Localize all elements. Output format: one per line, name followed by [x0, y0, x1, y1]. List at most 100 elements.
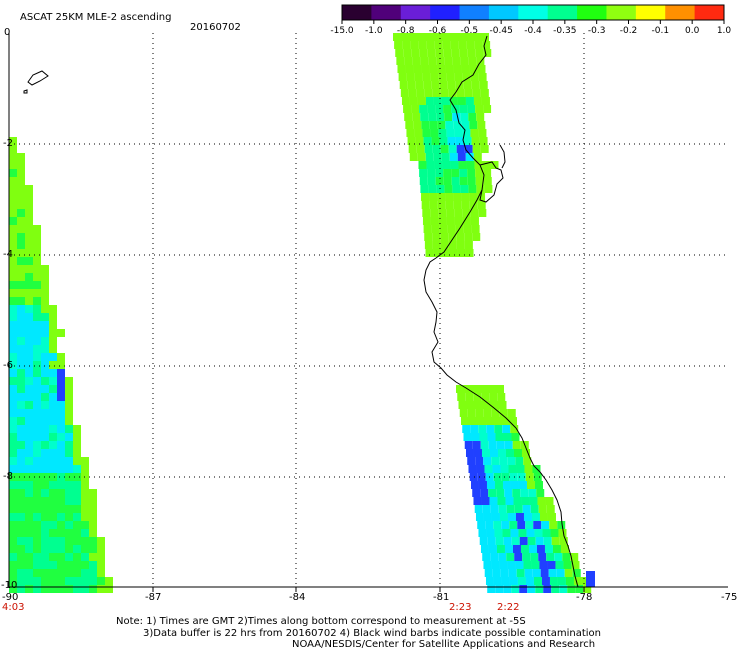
swath-pixel	[25, 393, 33, 401]
swath-pixel	[9, 377, 17, 385]
swath-pixel	[41, 585, 49, 593]
swath-pixel	[435, 177, 444, 185]
colorbar-swatch	[488, 5, 519, 20]
swath-pixel	[57, 465, 65, 473]
swath-pixel	[65, 385, 73, 393]
swath-pixel	[448, 233, 457, 241]
swath-pixel	[496, 441, 505, 449]
swath-pixel	[89, 585, 97, 593]
swath-pixel	[463, 225, 472, 233]
swath-pixel	[437, 201, 446, 209]
swath-pixel	[57, 401, 65, 409]
swath-pixel	[49, 489, 57, 497]
swath-pixel	[469, 65, 478, 73]
x-tick-90: -90	[2, 592, 19, 603]
swath-pixel	[41, 313, 49, 321]
swath-pixel	[512, 441, 521, 449]
swath-pixel	[465, 33, 473, 41]
swath-pixel	[518, 481, 527, 489]
swath-pixel	[33, 249, 41, 257]
swath-pixel	[17, 449, 25, 457]
swath-pixel	[494, 425, 503, 433]
swath-pixel	[474, 41, 483, 49]
swath-pixel	[477, 473, 486, 481]
swath-pixel	[17, 185, 25, 193]
swath-pixel	[81, 489, 89, 497]
swath-pixel	[17, 305, 25, 313]
swath-pixel	[434, 161, 443, 169]
swath-pixel	[443, 49, 452, 57]
swath-pixel	[57, 497, 65, 505]
swath-pixel	[522, 505, 531, 513]
swath-pixel	[422, 129, 431, 137]
swath-pixel	[559, 585, 568, 593]
swath-pixel	[49, 457, 57, 465]
x-tick-87: -87	[145, 592, 162, 603]
swath-pixel	[49, 585, 57, 593]
swath-pixel	[444, 57, 453, 65]
swath-pixel	[478, 209, 487, 217]
swath-pixel	[25, 489, 33, 497]
swath-pixel	[464, 233, 473, 241]
swath-pixel	[473, 449, 482, 457]
swath-pixel	[452, 113, 461, 121]
swath-pixel	[17, 265, 25, 273]
swath-pixel	[9, 569, 17, 577]
swath-pixel	[57, 569, 65, 577]
swath-pixel	[65, 409, 73, 417]
swath-pixel	[424, 241, 433, 249]
swath-pixel	[443, 169, 452, 177]
swath-pixel	[429, 121, 438, 129]
swath-pixel	[25, 433, 33, 441]
swath-pixel	[581, 577, 590, 585]
swath-pixel	[17, 153, 25, 161]
y-tick-2: -2	[3, 138, 13, 149]
x-tick-75: -75	[721, 592, 738, 603]
swath-pixel	[524, 465, 533, 473]
swath-pixel	[17, 217, 25, 225]
swath-pixel	[9, 193, 17, 201]
swath-pixel	[33, 337, 41, 345]
swath-pixel	[537, 497, 546, 505]
swath-pixel	[480, 441, 489, 449]
swath-pixel	[533, 521, 542, 529]
swath-pixel	[9, 521, 17, 529]
swath-pixel	[401, 33, 409, 41]
swath-pixel	[552, 545, 561, 553]
swath-pixel	[73, 473, 81, 481]
swath-pixel	[456, 89, 465, 97]
swath-pixel	[9, 537, 17, 545]
swath-pixel	[476, 113, 485, 121]
swath-pixel	[462, 129, 471, 137]
swath-pixel	[470, 129, 479, 137]
swath-pixel	[480, 385, 488, 393]
swath-pixel	[17, 177, 25, 185]
swath-pixel	[25, 369, 33, 377]
swath-pixel	[9, 233, 17, 241]
swath-pixel	[503, 433, 512, 441]
swath-pixel	[509, 473, 518, 481]
swath-pixel	[482, 41, 491, 49]
swath-pixel	[81, 553, 89, 561]
swath-pixel	[9, 353, 17, 361]
swath-pixel	[25, 361, 33, 369]
swath-pixel	[406, 73, 415, 81]
swath-pixel	[57, 377, 65, 385]
swath-pixel	[491, 457, 500, 465]
swath-pixel	[480, 145, 489, 153]
swath-pixel	[73, 489, 81, 497]
swath-pixel	[33, 393, 41, 401]
x-tick-84: -84	[289, 592, 306, 603]
colorbar-label: -0.2	[620, 26, 638, 36]
swath-pixel	[9, 305, 17, 313]
swath-pixel	[522, 553, 531, 561]
swath-pixel	[510, 481, 519, 489]
swath-pixel	[73, 521, 81, 529]
swath-pixel	[440, 89, 449, 97]
swath-pixel	[473, 497, 482, 505]
swath-pixel	[439, 137, 448, 145]
swath-pixel	[41, 441, 49, 449]
swath-pixel	[73, 457, 81, 465]
swath-pixel	[9, 345, 17, 353]
